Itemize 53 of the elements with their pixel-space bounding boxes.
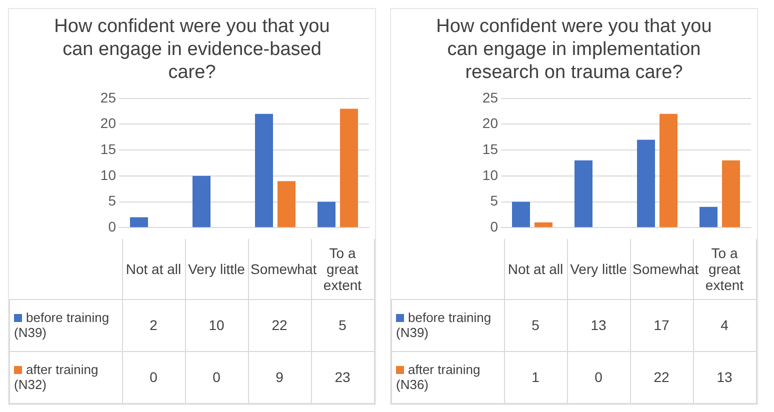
y-tick-label: 5 — [108, 192, 116, 209]
data-label: 23 — [311, 351, 374, 403]
y-tick-label: 0 — [108, 218, 116, 234]
data-label: 0 — [567, 351, 630, 403]
bar — [574, 160, 592, 228]
y-tick-label: 15 — [100, 140, 116, 157]
bar — [637, 140, 655, 228]
legend-label: before training (N39) — [392, 299, 504, 351]
y-tick-label: 25 — [100, 89, 116, 106]
x-tick-label: Very little — [185, 239, 248, 299]
y-tick-label: 20 — [482, 115, 498, 132]
data-label: 0 — [185, 351, 248, 403]
bar — [340, 108, 358, 228]
legend-label: after training (N32) — [10, 351, 122, 403]
bar — [278, 181, 296, 228]
bar — [660, 114, 678, 228]
bar — [255, 114, 273, 228]
x-tick-label: Somewhat — [250, 260, 317, 279]
x-tick-label: Not at all — [122, 239, 185, 299]
bar — [192, 176, 210, 228]
legend-label: before training (N39) — [10, 299, 122, 351]
y-tick-label: 25 — [482, 89, 498, 106]
bar — [512, 202, 530, 228]
data-label: 2 — [122, 299, 185, 351]
y-tick-label: 5 — [490, 192, 498, 209]
bar — [534, 222, 552, 228]
bar — [722, 160, 740, 228]
data-label: 9 — [248, 351, 311, 403]
y-tick-label: 10 — [482, 166, 498, 183]
data-label: 22 — [630, 351, 693, 403]
x-tick-label: Somewhat — [632, 260, 699, 279]
y-tick-label: 0 — [490, 218, 498, 234]
data-label: 4 — [693, 299, 756, 351]
y-tick-label: 15 — [482, 140, 498, 157]
bar — [700, 206, 718, 228]
bar — [318, 202, 336, 228]
legend-label: after training (N36) — [392, 351, 504, 403]
data-label: 10 — [185, 299, 248, 351]
x-tick-label: To a great extent — [323, 244, 362, 293]
chart-title: How confident were you that you can engage in implementation research on trauma care? — [435, 15, 713, 85]
x-tick-label: Not at all — [504, 239, 567, 299]
y-tick-label: 20 — [100, 115, 116, 132]
y-tick-label: 10 — [100, 166, 116, 183]
bar — [130, 217, 148, 228]
x-tick-label: To a great extent — [705, 244, 744, 293]
chart-title: How confident were you that you can engage in evidence-based care? — [53, 15, 331, 85]
data-label: 22 — [248, 299, 311, 351]
data-label: 13 — [693, 351, 756, 403]
x-tick-label: Very little — [567, 239, 630, 299]
data-label: 1 — [504, 351, 567, 403]
data-label: 17 — [630, 299, 693, 351]
data-label: 13 — [567, 299, 630, 351]
data-label: 5 — [311, 299, 374, 351]
